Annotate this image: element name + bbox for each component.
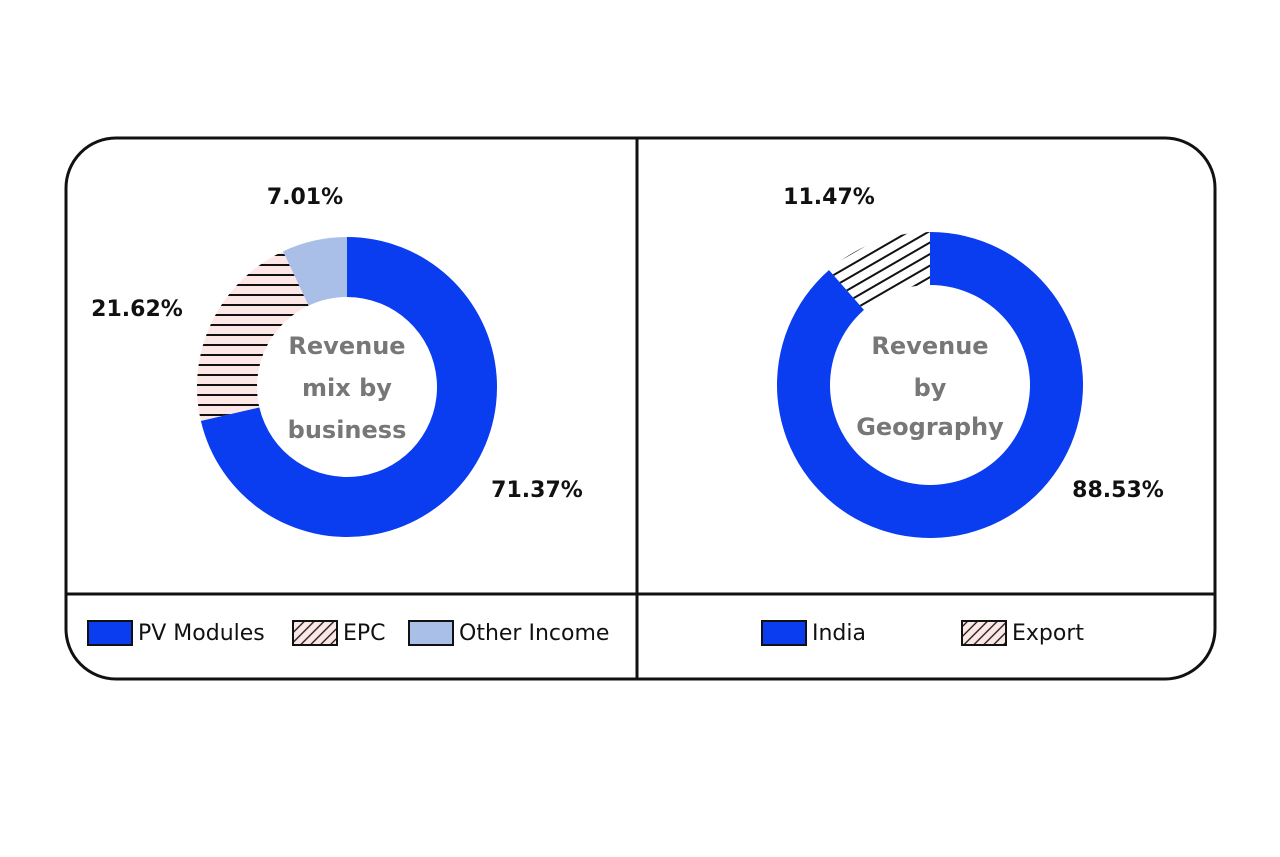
legend-label: EPC [343,621,386,646]
data-label: 88.53% [1072,478,1164,503]
donut-slice [197,251,309,421]
donut-slice [829,232,930,310]
donut-slice [200,237,498,537]
donut-slice [283,237,347,306]
data-label: 7.01% [267,185,343,210]
data-label: 11.47% [783,185,875,210]
legend-label: India [812,621,866,646]
legend-swatch [408,620,454,646]
center-title: business [288,416,407,444]
legend-swatch [87,620,133,646]
center-title: mix by [302,374,392,402]
legend-label: Other Income [459,621,609,646]
center-title: Revenue [871,332,988,360]
legend-swatch [761,620,807,646]
legend-swatch [292,620,338,646]
center-title: Geography [856,413,1004,441]
legend-label: Export [1012,621,1084,646]
donut-slice [776,232,1083,538]
data-label: 21.62% [91,297,183,322]
legend-label: PV Modules [138,621,265,646]
legend-swatch [961,620,1007,646]
center-title: by [914,374,947,402]
frame [64,136,1217,681]
data-label: 71.37% [491,478,583,503]
center-title: Revenue [288,332,405,360]
